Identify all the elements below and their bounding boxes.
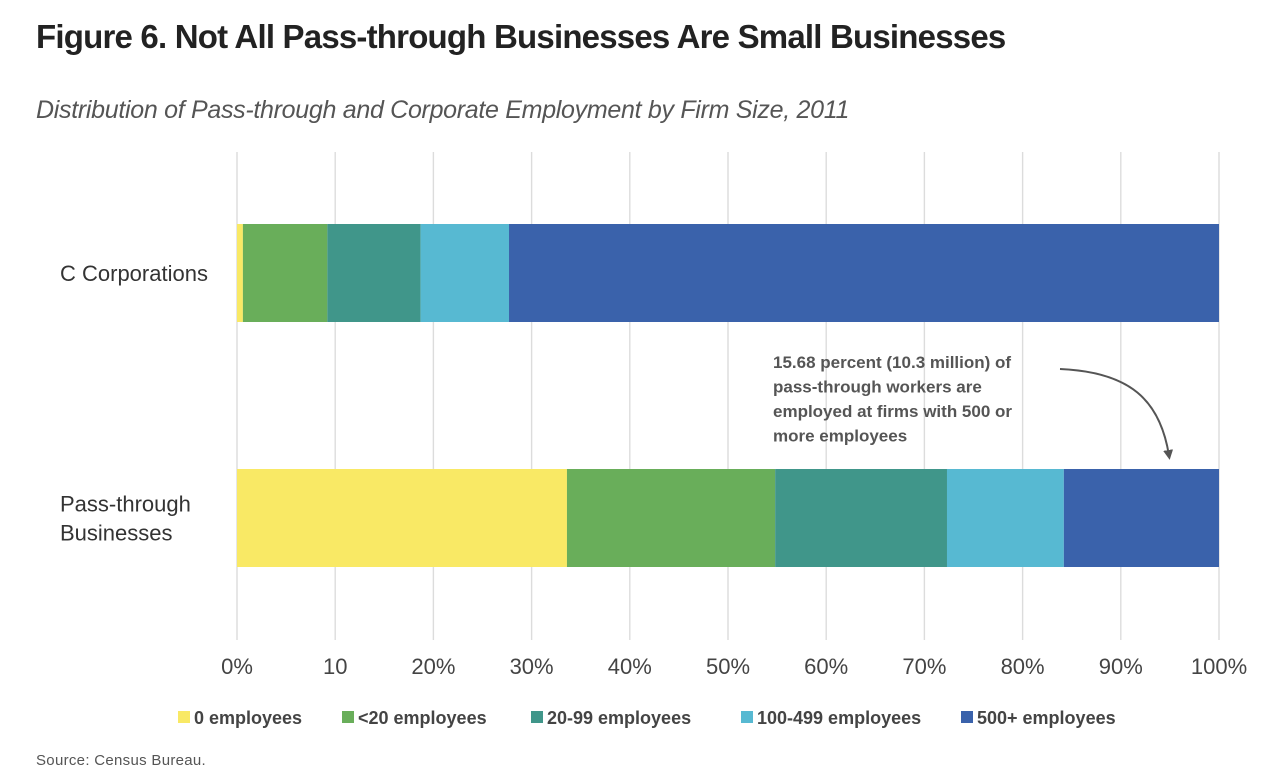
bar-segment — [775, 469, 947, 567]
legend-swatch — [531, 711, 543, 723]
x-tick-label: 80% — [1001, 654, 1045, 679]
legend-swatch — [961, 711, 973, 723]
x-tick-label: 20% — [411, 654, 455, 679]
legend-label: 500+ employees — [977, 708, 1116, 728]
bar-segment — [237, 469, 567, 567]
legend-label: 0 employees — [194, 708, 302, 728]
legend-swatch — [178, 711, 190, 723]
x-tick-label: 30% — [510, 654, 554, 679]
annotation: 15.68 percent (10.3 million) of pass-thro… — [773, 353, 1174, 460]
category-labels: C Corporations Pass-through Businesses — [60, 261, 208, 546]
legend-item: 500+ employees — [961, 708, 1116, 728]
bar-segment — [1063, 469, 1219, 567]
category-label: C Corporations — [60, 261, 208, 286]
legend-item: 0 employees — [178, 708, 302, 728]
bar-segment — [509, 224, 1219, 322]
legend: 0 employees <20 employees 20-99 employees 1… — [178, 708, 1116, 728]
x-axis-ticks: 0% 10 20% 30% 40% 50% 60% 70% 80% 90% 100% — [221, 654, 1247, 679]
annotation-text: more employees — [773, 427, 907, 446]
annotation-text: 15.68 percent (10.3 million) of — [773, 353, 1011, 372]
x-tick-label: 60% — [804, 654, 848, 679]
source-note: Source: Census Bureau. — [36, 752, 207, 769]
legend-label: 20-99 employees — [547, 708, 691, 728]
category-label: Businesses — [60, 521, 173, 546]
bar-segment — [327, 224, 421, 322]
legend-item: 100-499 employees — [741, 708, 921, 728]
legend-item: 20-99 employees — [531, 708, 691, 728]
chart-subtitle: Distribution of Pass-through and Corpora… — [36, 96, 850, 124]
x-tick-label: 100% — [1191, 654, 1247, 679]
x-tick-label: 90% — [1099, 654, 1143, 679]
legend-item: <20 employees — [342, 708, 487, 728]
bar-segment — [946, 469, 1064, 567]
legend-swatch — [342, 711, 354, 723]
bar-segment — [420, 224, 510, 322]
bars — [237, 224, 1219, 567]
x-tick-label: 50% — [706, 654, 750, 679]
x-tick-label: 10 — [323, 654, 347, 679]
category-label: Pass-through — [60, 492, 191, 517]
chart-title: Figure 6. Not All Pass-through Businesse… — [36, 18, 1006, 55]
legend-label: <20 employees — [358, 708, 487, 728]
x-tick-label: 70% — [902, 654, 946, 679]
annotation-arrow — [1059, 368, 1174, 460]
bar-segment — [242, 224, 328, 322]
x-tick-label: 40% — [608, 654, 652, 679]
legend-label: 100-499 employees — [757, 708, 921, 728]
legend-swatch — [741, 711, 753, 723]
annotation-text: pass-through workers are — [773, 378, 982, 397]
bar-segment — [237, 224, 243, 322]
x-tick-label: 0% — [221, 654, 253, 679]
bar-segment — [566, 469, 776, 567]
annotation-text: employed at firms with 500 or — [773, 402, 1012, 421]
